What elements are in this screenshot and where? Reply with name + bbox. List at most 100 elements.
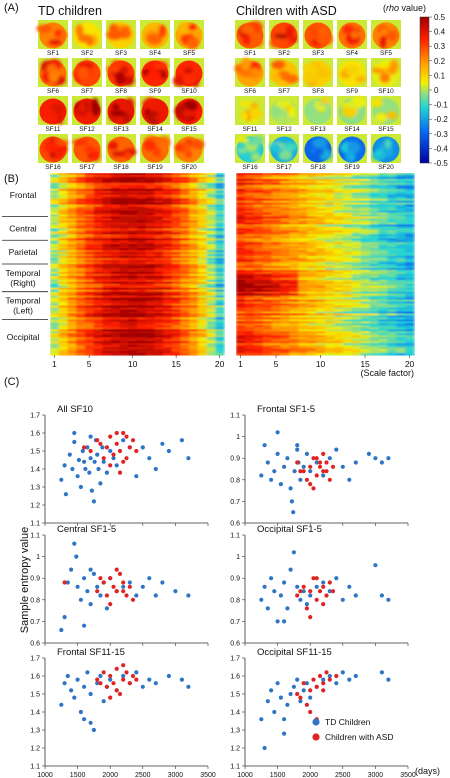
heatmap-cell — [50, 178, 60, 182]
heatmap-cell — [333, 315, 344, 319]
heatmap-cell — [236, 228, 246, 231]
heatmap-cell — [102, 230, 112, 233]
heatmap-cell — [154, 176, 164, 180]
heatmap-cell — [119, 240, 129, 243]
heatmap-cell — [154, 291, 164, 295]
heatmap-cell — [325, 303, 335, 307]
heatmap-cell — [333, 216, 344, 220]
heatmap-cell — [154, 206, 164, 210]
heatmap-cell — [171, 214, 182, 218]
heatmap-cell — [396, 260, 406, 263]
heatmap-cell — [396, 252, 406, 255]
heatmap-cell — [316, 327, 326, 330]
heatmap-cell — [76, 273, 86, 277]
y-tick-label: 0.8 — [230, 477, 240, 484]
heatmap-cell — [180, 188, 190, 192]
heatmap-cell — [145, 236, 155, 239]
heatmap-cell — [307, 313, 317, 317]
x-tick-label: 3000 — [168, 772, 184, 778]
heatmap-cell — [387, 297, 397, 301]
heatmap-cell — [76, 210, 86, 214]
heatmap-cell — [316, 210, 326, 214]
heatmap-cell — [137, 315, 147, 319]
heatmap-cell — [262, 321, 273, 324]
heatmap-cell — [84, 264, 95, 267]
heatmap-cell — [128, 331, 138, 334]
heatmap-cell — [387, 273, 397, 277]
topo-map-label: SF17 — [79, 164, 95, 171]
heatmap-cell — [206, 218, 216, 222]
heatmap-cell — [351, 317, 362, 320]
heatmap-cell — [76, 226, 86, 229]
heatmap-cell — [360, 309, 371, 313]
heatmap-cell — [67, 238, 77, 241]
heatmap-cell — [342, 323, 353, 326]
heatmap-cell — [189, 222, 199, 226]
heatmap-cell — [93, 180, 103, 184]
heatmap-cell — [67, 331, 77, 334]
heatmap-cell — [163, 258, 173, 261]
heatmap-cell — [50, 244, 60, 247]
heatmap-cell — [93, 333, 103, 336]
heatmap-cell — [342, 283, 353, 287]
heatmap-cell — [262, 345, 273, 348]
heatmap-cell — [180, 260, 190, 263]
td-point — [92, 459, 97, 464]
heatmap-cell — [253, 315, 264, 319]
heatmap-cell — [289, 234, 299, 237]
heatmap-cell — [342, 325, 353, 328]
heatmap-cell — [189, 347, 199, 350]
heatmap-cell — [58, 256, 68, 259]
heatmap-cell — [262, 317, 273, 320]
heatmap-cell — [333, 337, 344, 340]
heatmap-cell — [378, 281, 388, 285]
heatmap-cell — [163, 256, 173, 259]
heatmap-cell — [50, 218, 60, 222]
heatmap-cell — [316, 329, 326, 332]
heatmap-cell — [180, 200, 190, 204]
heatmap-cell — [307, 202, 317, 206]
heatmap-cell — [333, 190, 344, 194]
heatmap-cell — [351, 236, 362, 239]
heatmap-cell — [360, 337, 371, 340]
heatmap-cell — [289, 214, 299, 218]
heatmap-cell — [387, 222, 397, 226]
heatmap-cell — [316, 228, 326, 231]
heatmap-asd: 1 5 10 15 20 — [236, 173, 415, 369]
heatmap-cell — [171, 248, 182, 251]
heatmap-cell — [189, 196, 199, 200]
heatmap-cell — [396, 349, 406, 352]
heatmap-cell — [387, 256, 397, 259]
heatmap-cell — [271, 277, 282, 281]
heatmap-cell — [163, 262, 173, 265]
heatmap-cell — [102, 297, 112, 301]
heatmap-cell — [110, 269, 121, 273]
topo-map-label: SF5 — [380, 50, 392, 57]
heatmap-cell — [163, 289, 173, 293]
heatmap-cell — [206, 301, 216, 305]
heatmap-cell — [102, 335, 112, 338]
heatmap-cell — [360, 287, 371, 291]
topo-map-label: SF4 — [346, 50, 358, 57]
heatmap-cell — [289, 343, 299, 346]
heatmap-cell — [215, 222, 225, 226]
td-point — [275, 681, 280, 686]
heatmap-cell — [378, 271, 388, 275]
heatmap-cell — [387, 345, 397, 348]
heatmap-cell — [342, 220, 353, 224]
asd-point — [317, 464, 323, 469]
heatmap-cell — [84, 267, 95, 271]
heatmap-cell — [351, 256, 362, 259]
td-point — [308, 593, 313, 598]
heatmap-cell — [102, 194, 112, 198]
heatmap-cell — [163, 349, 173, 352]
td-point — [282, 731, 287, 736]
heatmap-cell — [58, 188, 68, 192]
heatmap-cell — [102, 311, 112, 315]
heatmap-cell — [351, 271, 362, 275]
heatmap-cell — [76, 242, 86, 245]
heatmap-cell — [163, 186, 173, 190]
heatmap-cell — [351, 345, 362, 348]
heatmap-cell — [360, 289, 371, 293]
heatmap-cell — [137, 327, 147, 330]
